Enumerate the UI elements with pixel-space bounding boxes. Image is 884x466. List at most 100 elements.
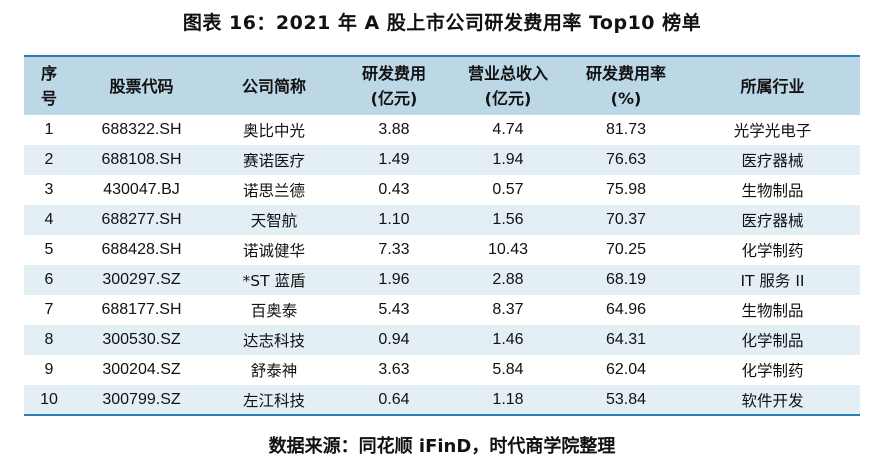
data-source-note: 数据来源：同花顺 iFinD，时代商学院整理 xyxy=(268,436,616,457)
cell-name: 天智航 xyxy=(250,212,298,230)
cell-rank: 1 xyxy=(44,121,54,138)
cell-ratio: 81.73 xyxy=(605,121,647,138)
cell-ratio: 75.98 xyxy=(605,181,647,198)
cell-industry: 医疗器械 xyxy=(741,152,804,170)
data-table-container: 序 号 股票代码 公司简称 研发费用 (亿元) 营业总收入 (亿元) 研发费用率… xyxy=(24,55,860,416)
header-ratio-line2: (%) xyxy=(610,89,642,108)
cell-rank: 8 xyxy=(44,331,54,348)
cell-name: 舒泰神 xyxy=(250,362,298,380)
cell-industry: 化学制药 xyxy=(741,242,804,260)
cell-name: 赛诺医疗 xyxy=(242,152,305,170)
table-header: 序 号 股票代码 公司简称 研发费用 (亿元) 营业总收入 (亿元) 研发费用率… xyxy=(24,56,860,115)
rd-ratio-table: 序 号 股票代码 公司简称 研发费用 (亿元) 营业总收入 (亿元) 研发费用率… xyxy=(24,55,860,416)
table-row: 6 300297.SZ *ST 蓝盾 1.96 2.88 68.19 IT 服务 II xyxy=(24,265,860,295)
cell-rank: 3 xyxy=(44,181,54,198)
cell-code: 300297.SZ xyxy=(102,271,181,288)
cell-ratio: 64.31 xyxy=(605,331,647,348)
cell-rd: 0.43 xyxy=(378,181,410,198)
cell-code: 300799.SZ xyxy=(102,390,181,408)
cell-rank: 2 xyxy=(44,151,54,168)
cell-code: 688277.SH xyxy=(101,211,182,228)
cell-revenue: 8.37 xyxy=(492,301,524,318)
cell-code: 688428.SH xyxy=(101,241,182,258)
table-title: 图表 16：2021 年 A 股上市公司研发费用率 Top10 榜单 xyxy=(182,12,702,34)
cell-rd: 1.96 xyxy=(378,271,410,288)
cell-industry: 化学制药 xyxy=(741,362,804,380)
cell-rd: 0.64 xyxy=(378,390,410,408)
cell-ratio: 64.96 xyxy=(605,301,647,318)
cell-revenue: 1.56 xyxy=(492,211,524,228)
cell-rank: 7 xyxy=(44,301,54,318)
header-revenue-line1: 营业总收入 xyxy=(467,64,548,83)
cell-rd: 0.94 xyxy=(378,331,410,348)
cell-revenue: 4.74 xyxy=(492,121,524,138)
cell-rank: 10 xyxy=(40,390,58,408)
cell-industry: IT 服务 II xyxy=(740,272,805,290)
header-industry: 所属行业 xyxy=(740,76,805,96)
table-row: 8 300530.SZ 达志科技 0.94 1.46 64.31 化学制品 xyxy=(24,325,860,355)
cell-ratio: 70.37 xyxy=(605,211,647,228)
cell-revenue: 1.94 xyxy=(492,151,524,168)
cell-rank: 9 xyxy=(44,361,54,378)
cell-code: 688108.SH xyxy=(101,151,182,168)
table-row: 9 300204.SZ 舒泰神 3.63 5.84 62.04 化学制药 xyxy=(24,355,860,385)
cell-ratio: 53.84 xyxy=(605,390,647,408)
cell-code: 430047.BJ xyxy=(103,181,180,198)
cell-code: 300204.SZ xyxy=(102,361,181,378)
cell-code: 300530.SZ xyxy=(102,331,181,348)
cell-industry: 生物制品 xyxy=(741,182,804,200)
table-row: 4 688277.SH 天智航 1.10 1.56 70.37 医疗器械 xyxy=(24,205,860,235)
cell-code: 688177.SH xyxy=(101,301,182,318)
header-rd: 研发费用 (亿元) xyxy=(339,56,449,115)
cell-ratio: 68.19 xyxy=(605,271,647,288)
header-ratio-line1: 研发费用率 xyxy=(585,64,666,83)
header-revenue: 营业总收入 (亿元) xyxy=(449,56,567,115)
cell-code: 688322.SH xyxy=(101,121,182,138)
header-rd-line1: 研发费用 xyxy=(361,64,426,83)
cell-revenue: 5.84 xyxy=(492,361,524,378)
cell-industry: 化学制品 xyxy=(741,332,804,350)
cell-rd: 7.33 xyxy=(378,241,410,258)
cell-revenue: 2.88 xyxy=(492,271,524,288)
cell-rd: 1.49 xyxy=(378,151,410,168)
cell-ratio: 76.63 xyxy=(605,151,647,168)
table-row: 10 300799.SZ 左江科技 0.64 1.18 53.84 软件开发 xyxy=(24,385,860,415)
header-rd-line2: (亿元) xyxy=(370,89,418,108)
cell-rd: 3.63 xyxy=(378,361,410,378)
cell-name: 诺思兰德 xyxy=(242,182,305,200)
cell-name: 奥比中光 xyxy=(242,122,305,140)
header-revenue-line2: (亿元) xyxy=(484,89,532,108)
cell-revenue: 10.43 xyxy=(487,241,529,258)
cell-revenue: 1.46 xyxy=(492,331,524,348)
table-row: 2 688108.SH 赛诺医疗 1.49 1.94 76.63 医疗器械 xyxy=(24,145,860,175)
table-row: 3 430047.BJ 诺思兰德 0.43 0.57 75.98 生物制品 xyxy=(24,175,860,205)
table-body: 1 688322.SH 奥比中光 3.88 4.74 81.73 光学光电子 2 688108.… xyxy=(24,115,860,415)
table-row: 1 688322.SH 奥比中光 3.88 4.74 81.73 光学光电子 xyxy=(24,115,860,145)
cell-revenue: 1.18 xyxy=(492,390,524,408)
cell-rd: 3.88 xyxy=(378,121,410,138)
cell-name: 诺诚健华 xyxy=(242,242,305,260)
cell-industry: 医疗器械 xyxy=(741,212,804,230)
cell-industry: 软件开发 xyxy=(741,391,804,410)
cell-name: 百奥泰 xyxy=(250,302,298,320)
header-name: 公司简称 xyxy=(241,76,306,96)
cell-rank: 4 xyxy=(44,211,54,228)
cell-ratio: 62.04 xyxy=(605,361,647,378)
cell-rank: 5 xyxy=(44,241,54,258)
header-rank-line1: 序 xyxy=(40,64,57,83)
cell-name: 左江科技 xyxy=(242,391,305,410)
header-ratio: 研发费用率 (%) xyxy=(567,56,685,115)
cell-name: *ST 蓝盾 xyxy=(242,272,306,290)
cell-rank: 6 xyxy=(44,271,54,288)
cell-industry: 生物制品 xyxy=(741,302,804,320)
cell-revenue: 0.57 xyxy=(492,181,524,198)
cell-name: 达志科技 xyxy=(242,332,305,350)
cell-industry: 光学光电子 xyxy=(733,122,812,140)
header-rank: 序 号 xyxy=(24,56,74,115)
header-code: 股票代码 xyxy=(109,76,174,96)
cell-rd: 5.43 xyxy=(378,301,410,318)
table-row: 5 688428.SH 诺诚健华 7.33 10.43 70.25 化学制药 xyxy=(24,235,860,265)
header-rank-line2: 号 xyxy=(40,89,57,108)
header-row: 序 号 股票代码 公司简称 研发费用 (亿元) 营业总收入 (亿元) 研发费用率… xyxy=(24,56,860,115)
table-row: 7 688177.SH 百奥泰 5.43 8.37 64.96 生物制品 xyxy=(24,295,860,325)
